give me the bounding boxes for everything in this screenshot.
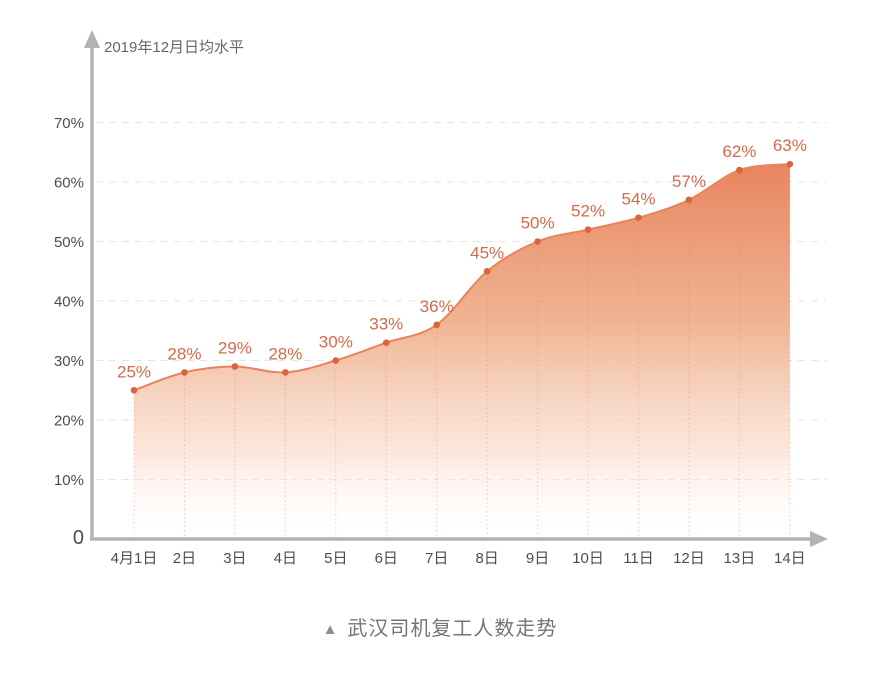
axes-layer [84, 30, 828, 547]
data-label: 52% [571, 202, 605, 221]
data-label: 62% [722, 142, 756, 161]
data-point [181, 369, 188, 376]
x-tick-label: 12日 [673, 550, 705, 567]
points-layer: 25% 28% 29% 28% 30% 33% 36% 45% 50% 52% 54% 57% 62% 6… [117, 136, 807, 394]
data-label: 29% [218, 338, 252, 357]
x-tick-label: 9日 [526, 550, 549, 567]
caption-text: 武汉司机复工人数走势 [347, 618, 558, 640]
data-point [534, 238, 541, 245]
y-tick-label: 10% [54, 472, 84, 489]
x-tick-label: 7日 [425, 550, 448, 567]
data-label: 57% [672, 172, 706, 191]
trend-line [133, 163, 790, 392]
chart-caption: ▲ 武汉司机复工人数走势 [0, 612, 880, 641]
x-tick-label: 14日 [774, 550, 806, 567]
data-point [786, 160, 794, 168]
data-label: 36% [420, 297, 454, 316]
x-tick-label: 13日 [724, 550, 756, 567]
x-tick-label: 10日 [572, 550, 604, 567]
area-fill [134, 164, 790, 539]
data-label: 28% [268, 344, 302, 363]
data-point [282, 369, 289, 376]
data-label: 54% [621, 190, 655, 209]
data-point [433, 321, 441, 329]
data-point [584, 226, 592, 233]
y-tick-label: 60% [54, 175, 84, 192]
data-label: 45% [470, 243, 504, 262]
data-label: 30% [319, 333, 353, 352]
data-label: 25% [117, 362, 151, 381]
y-tick-label: 0 [73, 527, 84, 549]
data-point [382, 339, 390, 346]
data-point [736, 166, 743, 174]
data-label: 28% [167, 344, 201, 363]
data-label: 33% [369, 315, 403, 334]
y-tick-label: 40% [54, 294, 84, 311]
x-axis-arrow-icon [810, 531, 828, 547]
caption-marker-icon: ▲ [322, 621, 339, 638]
data-point [483, 267, 491, 275]
y-tick-label: 50% [54, 234, 84, 251]
x-tick-label: 5日 [324, 550, 347, 567]
area-chart: 25% 28% 29% 28% 30% 33% 36% 45% 50% 52% 54% 57% 62% 6… [54, 30, 828, 567]
y-tick-label: 20% [54, 413, 84, 430]
x-tick-label: 8日 [475, 550, 498, 567]
y-axis-title: 2019年12月日均水平 [104, 39, 244, 56]
x-tick-label: 11日 [623, 550, 654, 567]
y-ticks-layer: 70% 60% 50% 40% 30% 20% 10% 0 [54, 115, 84, 549]
y-tick-label: 70% [54, 115, 84, 132]
data-label: 63% [773, 136, 807, 155]
y-axis-arrow-icon [84, 30, 100, 48]
data-point [231, 363, 239, 370]
data-point [685, 196, 693, 204]
data-point [130, 386, 138, 394]
x-tick-label: 4日 [274, 550, 297, 567]
data-label: 50% [521, 214, 555, 233]
data-point [635, 214, 642, 221]
x-tick-label: 3日 [223, 550, 246, 567]
x-tick-label: 4月1日 [111, 550, 158, 567]
x-ticks-layer: 4月1日 2日 3日 4日 5日 6日 7日 8日 9日 10日 11日 12日 13日 14日 [111, 550, 806, 567]
x-tick-label: 2日 [173, 550, 196, 567]
data-point [332, 357, 340, 364]
dropline-layer [133, 167, 791, 537]
x-tick-label: 6日 [375, 550, 398, 567]
chart-layers: 25% 28% 29% 28% 30% 33% 36% 45% 50% 52% 54% 57% 62% 6… [54, 30, 828, 567]
y-tick-label: 30% [54, 353, 84, 370]
